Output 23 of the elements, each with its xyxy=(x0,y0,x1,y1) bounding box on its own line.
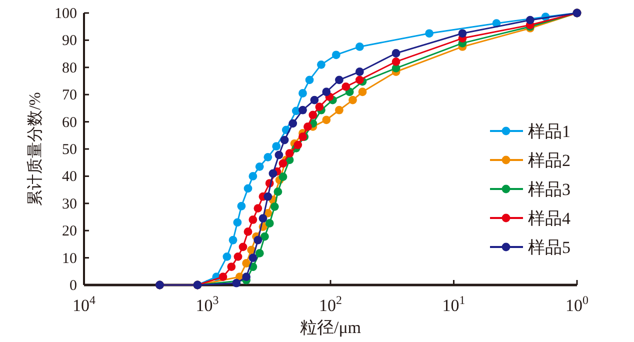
y-tick-label: 0 xyxy=(70,278,77,294)
y-tick-label: 80 xyxy=(62,60,77,76)
y-tick-label: 30 xyxy=(62,196,77,212)
y-tick-label: 100 xyxy=(54,6,77,22)
legend-label: 样品5 xyxy=(528,238,570,257)
x-tick-label: 10$^{2}$ xyxy=(319,293,342,315)
y-tick-label: 90 xyxy=(62,33,77,50)
legend-label: 样品3 xyxy=(528,180,570,199)
y-tick-label: 60 xyxy=(62,114,77,131)
y-tick-label: 50 xyxy=(62,142,77,158)
y-axis-title: 累计质量分数/% xyxy=(26,92,44,206)
legend-label: 样品4 xyxy=(528,209,571,228)
y-tick-label: 20 xyxy=(62,224,77,240)
x-tick-label: 10$^{1}$ xyxy=(442,293,466,315)
y-tick-label: 40 xyxy=(62,169,77,186)
x-tick-label: 10$^{3}$ xyxy=(196,293,219,315)
x-tick-label: 10$^{4}$ xyxy=(72,293,96,315)
legend-label: 样品2 xyxy=(528,151,570,170)
y-tick-label: 10 xyxy=(62,250,77,267)
y-tick-label: 70 xyxy=(62,88,77,104)
x-axis-title: 粒径/μm xyxy=(300,318,362,337)
legend-label: 样品1 xyxy=(528,122,570,141)
x-tick-label: 10$^{0}$ xyxy=(566,293,589,315)
